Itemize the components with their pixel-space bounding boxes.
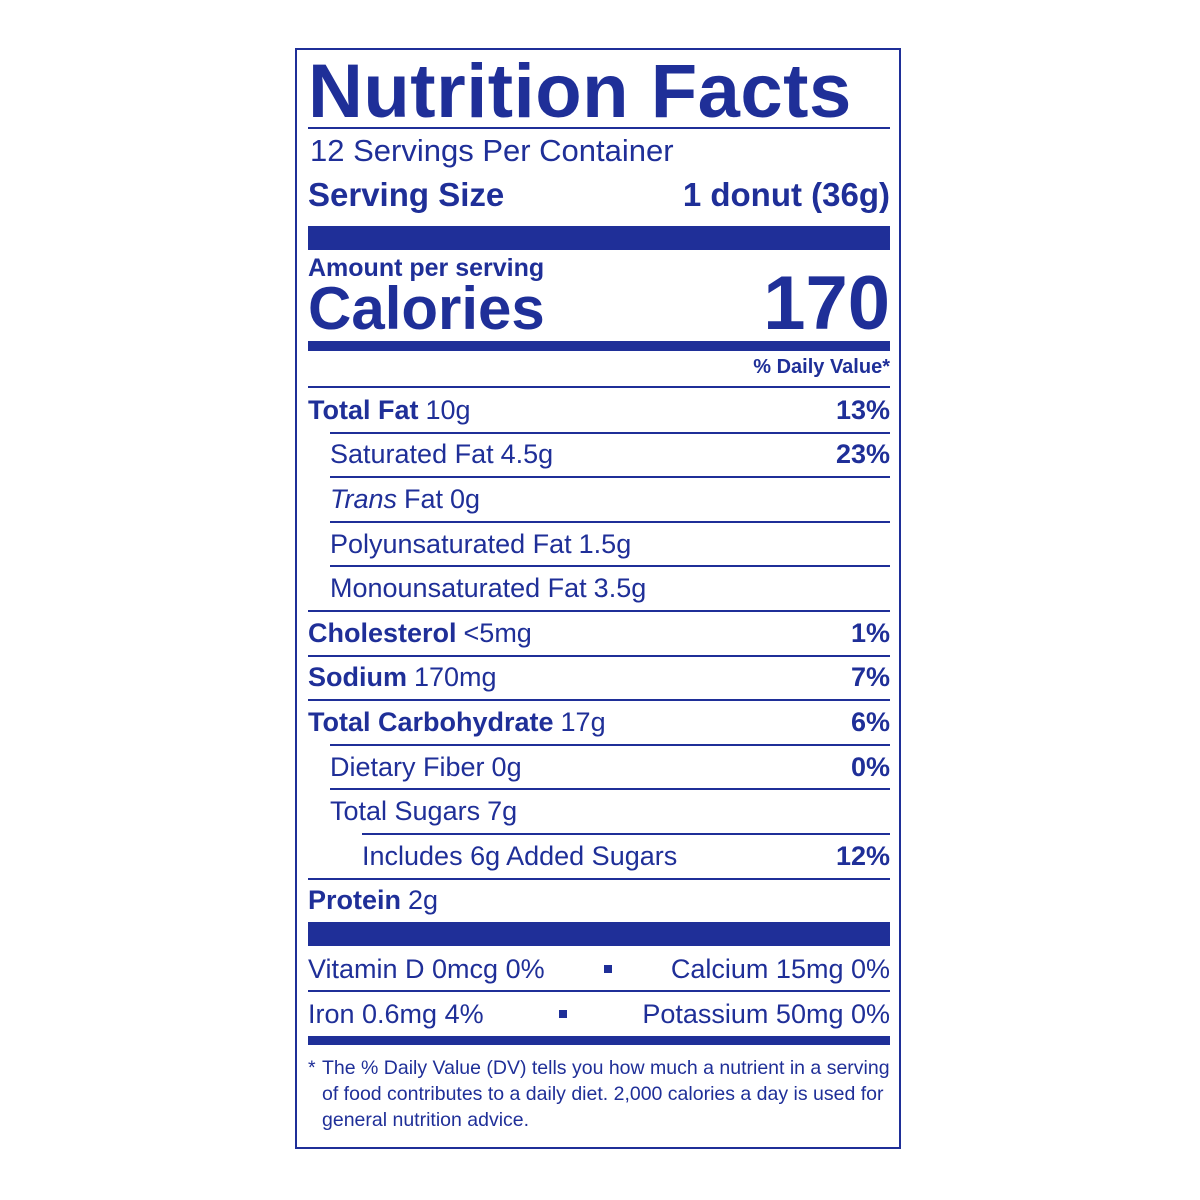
thick-bar (308, 922, 890, 946)
nutrient-amount: 1.5g (578, 528, 632, 559)
nutrient-name-group: Total Sugars 7g (330, 796, 517, 827)
nutrient-name: Protein (308, 885, 402, 916)
vitamin-row: Vitamin D 0mcg 0% Calcium 15mg 0% (308, 948, 890, 990)
footnote: * The % Daily Value (DV) tells you how m… (308, 1055, 890, 1133)
calories-row: Calories 170 (308, 261, 890, 346)
nutrient-name-group: Dietary Fiber 0g (330, 752, 522, 783)
nutrient-dv: 1% (850, 617, 890, 648)
vitamin-row: Iron 0.6mg 4% Potassium 50mg 0% (308, 993, 890, 1035)
nutrient-row: Cholesterol <5mg 1% (308, 611, 890, 656)
rule (330, 743, 890, 746)
nutrient-name: Cholesterol (308, 617, 457, 648)
title: Nutrition Facts (308, 49, 852, 134)
nutrient-amount: <5mg (463, 617, 532, 648)
nutrient-name-group: Trans Fat 0g (330, 484, 480, 515)
rule (330, 788, 890, 791)
calories-label: Calories (308, 275, 545, 342)
nutrient-name: Dietary Fiber (330, 751, 485, 782)
nutrient-amount: 17g (560, 706, 606, 737)
medium-bar (308, 1036, 890, 1045)
nutrient-dv: 7% (850, 662, 890, 693)
nutrient-name: Total Fat (308, 394, 419, 425)
calories-value: 170 (763, 261, 890, 346)
nutrient-name-group: Polyunsaturated Fat 1.5g (330, 529, 631, 560)
daily-value-header: % Daily Value* (753, 356, 890, 378)
nutrient-name: Sodium (308, 662, 407, 693)
nutrient-row: Total Sugars 7g (330, 789, 890, 834)
serving-size-label: Serving Size (308, 176, 505, 213)
nutrient-name-italic: Trans (330, 483, 398, 514)
vitamin-item: Potassium 50mg 0% (642, 998, 890, 1029)
nutrient-dv: 12% (835, 840, 890, 871)
nutrient-name-group: Includes 6g Added Sugars (362, 841, 677, 872)
rule (308, 877, 890, 880)
bullet (603, 965, 612, 973)
nutrient-name-group: Monounsaturated Fat 3.5g (330, 573, 646, 604)
nutrient-name-group: Total Fat 10g (308, 395, 471, 426)
serving-size-value: 1 donut (36g) (682, 176, 890, 213)
nutrient-name: Fat (404, 483, 444, 514)
nutrient-name: Polyunsaturated Fat (330, 528, 572, 559)
nutrient-row: Includes 6g Added Sugars 12% (362, 834, 890, 879)
nutrient-amount: 4.5g (500, 439, 554, 470)
rule (308, 610, 890, 612)
nutrient-name: Saturated Fat (330, 439, 494, 470)
nutrient-row: Trans Fat 0g (330, 477, 890, 522)
nutrient-row: Protein 2g (308, 879, 890, 924)
nutrient-dv: 0% (850, 751, 890, 782)
vitamin-item: Calcium 15mg 0% (670, 953, 890, 984)
vitamin-item: Vitamin D 0mcg 0% (308, 953, 545, 984)
nutrient-row: Saturated Fat 4.5g 23% (330, 433, 890, 478)
nutrient-name: Total Sugars (330, 796, 481, 827)
nutrient-row: Total Carbohydrate 17g 6% (308, 700, 890, 745)
nutrient-amount: 2g (408, 885, 439, 916)
medium-bar (308, 341, 890, 351)
nutrient-row: Polyunsaturated Fat 1.5g (330, 522, 890, 567)
nutrient-name-group: Cholesterol <5mg (308, 618, 532, 649)
nutrient-dv: 6% (850, 706, 890, 737)
rule (308, 127, 890, 129)
nutrient-amount: 0g (491, 751, 522, 782)
rule (308, 386, 890, 388)
nutrient-dv: 13% (835, 394, 890, 425)
nutrient-row: Dietary Fiber 0g 0% (330, 745, 890, 790)
bullet (558, 1010, 567, 1018)
rule (330, 431, 890, 434)
footnote-text: The % Daily Value (DV) tells you how muc… (322, 1057, 890, 1131)
nutrient-row: Sodium 170mg 7% (308, 656, 890, 701)
nutrient-amount: 10g (425, 394, 471, 425)
nutrient-amount: 7g (487, 796, 518, 827)
rule (330, 476, 890, 479)
rule (308, 699, 890, 702)
footnote-marker: * (308, 1057, 316, 1079)
rule (308, 990, 890, 992)
nutrient-name: Monounsaturated Fat (330, 573, 587, 604)
nutrient-amount: 170mg (414, 662, 497, 693)
rule (330, 565, 890, 568)
nutrient-amount: 3.5g (593, 573, 647, 604)
nutrient-row: Total Fat 10g 13% (308, 388, 890, 433)
thick-bar (308, 226, 890, 250)
nutrient-name: Total Carbohydrate (308, 706, 554, 737)
vitamin-item: Iron 0.6mg 4% (308, 998, 484, 1029)
amount-per-serving: Amount per serving (308, 254, 545, 282)
nutrient-amount: 0g (450, 483, 481, 514)
nutrient-row: Monounsaturated Fat 3.5g (330, 566, 890, 611)
serving-size-row: Serving Size 1 donut (36g) (308, 175, 890, 215)
nutrient-name-group: Protein 2g (308, 885, 438, 916)
nutrient-name-group: Sodium 170mg (308, 662, 497, 693)
nutrient-dv: 23% (835, 439, 890, 470)
servings: 12 Servings Per Container (310, 133, 674, 168)
nutrient-name-group: Saturated Fat 4.5g (330, 439, 553, 470)
rule (330, 520, 890, 523)
nutrient-name: Includes 6g Added Sugars (362, 840, 678, 871)
rule (362, 833, 890, 835)
rule (308, 654, 890, 657)
label-border (295, 48, 901, 1149)
nutrient-name-group: Total Carbohydrate 17g (308, 707, 606, 738)
